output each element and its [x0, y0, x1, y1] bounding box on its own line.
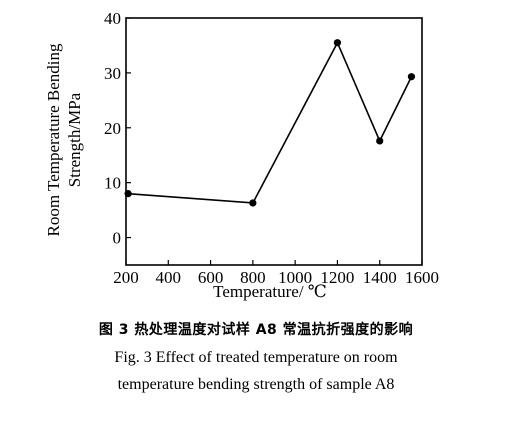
x-tick-label: 1000 [278, 268, 312, 287]
data-point [407, 73, 416, 81]
x-tick-label: 600 [198, 268, 224, 287]
y-axis-label-line2: Strength/MPa [65, 92, 84, 187]
figure-caption-chinese: 图 3 热处理温度对试样 A8 常温抗折强度的影响 [98, 322, 414, 338]
x-tick-label: 1600 [405, 268, 439, 287]
x-axis-label: Temperature/ ℃ [213, 282, 327, 301]
x-tick-label: 1400 [363, 268, 397, 287]
line-chart: 200 400 600 800 1000 1200 1400 1600 0 10 20 30 40 Te… [44, 9, 439, 301]
figure-caption-english-line1: Fig. 3 Effect of treated temperature on … [114, 349, 398, 366]
data-point [376, 137, 384, 145]
x-tick-label: 800 [240, 268, 266, 287]
y-tick-label: 20 [104, 119, 121, 138]
figure-caption-english-line2: temperature bending strength of sample A… [117, 376, 395, 393]
y-axis-label-line1: Room Temperature Bending [44, 43, 63, 237]
series-line [128, 40, 413, 204]
y-tick-label: 0 [113, 229, 122, 248]
plot-frame [125, 17, 423, 266]
data-point [249, 199, 257, 207]
y-tick-label: 10 [104, 174, 121, 193]
x-tick-label: 200 [113, 268, 139, 287]
data-point [333, 39, 342, 47]
data-point [124, 190, 132, 198]
y-tick-label: 30 [104, 64, 121, 83]
y-tick-label: 40 [104, 9, 121, 28]
x-tick-label: 400 [156, 268, 182, 287]
x-tick-label: 1200 [320, 268, 354, 287]
